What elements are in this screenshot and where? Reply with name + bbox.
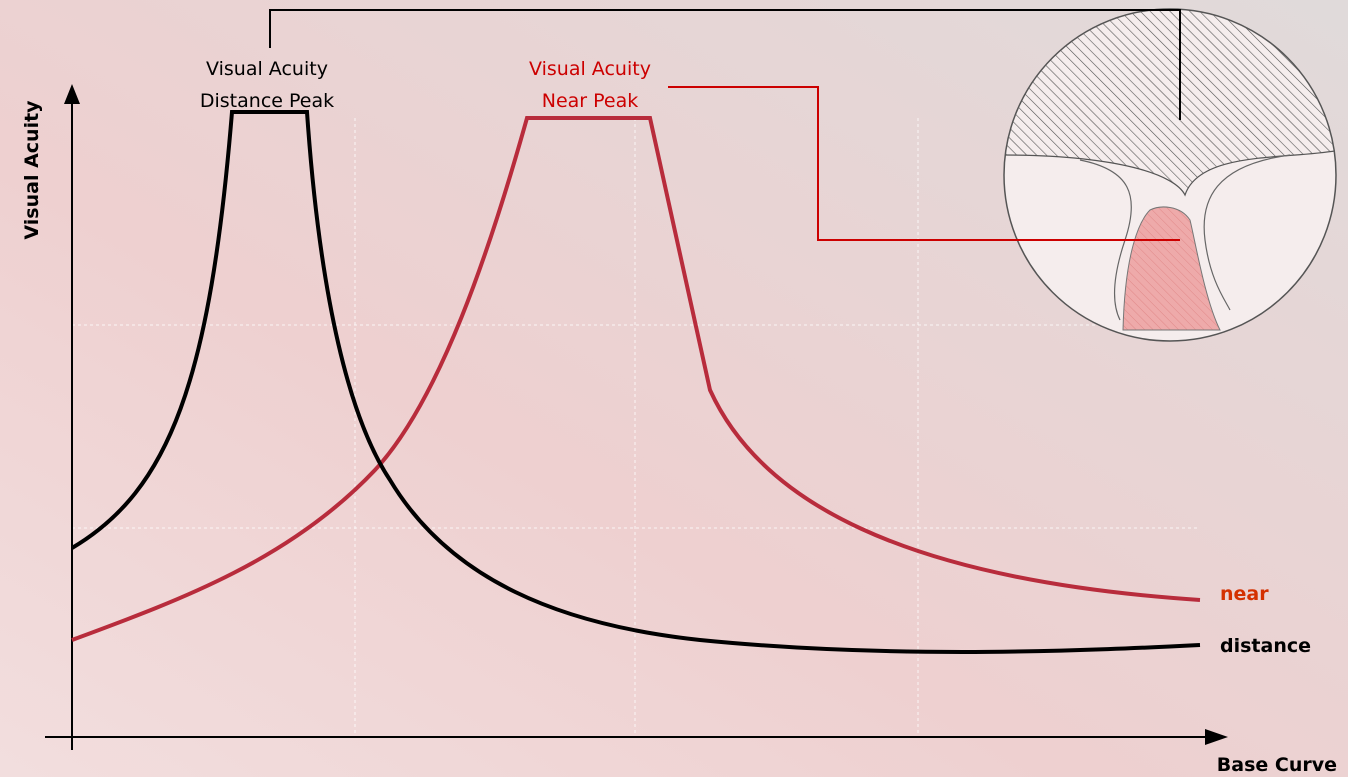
curve-label: distance <box>1220 635 1311 657</box>
distance-curve <box>70 110 1201 654</box>
distance-connector <box>269 9 1181 120</box>
lens <box>1003 8 1337 342</box>
near-curve <box>71 116 1201 642</box>
y-axis-label: Visual Acuity <box>21 100 43 240</box>
near-connector <box>668 86 1180 241</box>
x-axis-label: Base Curve <box>1217 754 1337 776</box>
annotation: Near Peak <box>542 90 639 112</box>
curve-label: near <box>1220 583 1269 605</box>
annotation: Visual Acuity <box>529 58 651 80</box>
annotation: Distance Peak <box>200 90 334 112</box>
guide-lines <box>72 118 1200 737</box>
axes <box>45 84 1228 750</box>
annotation: Visual Acuity <box>206 58 328 80</box>
